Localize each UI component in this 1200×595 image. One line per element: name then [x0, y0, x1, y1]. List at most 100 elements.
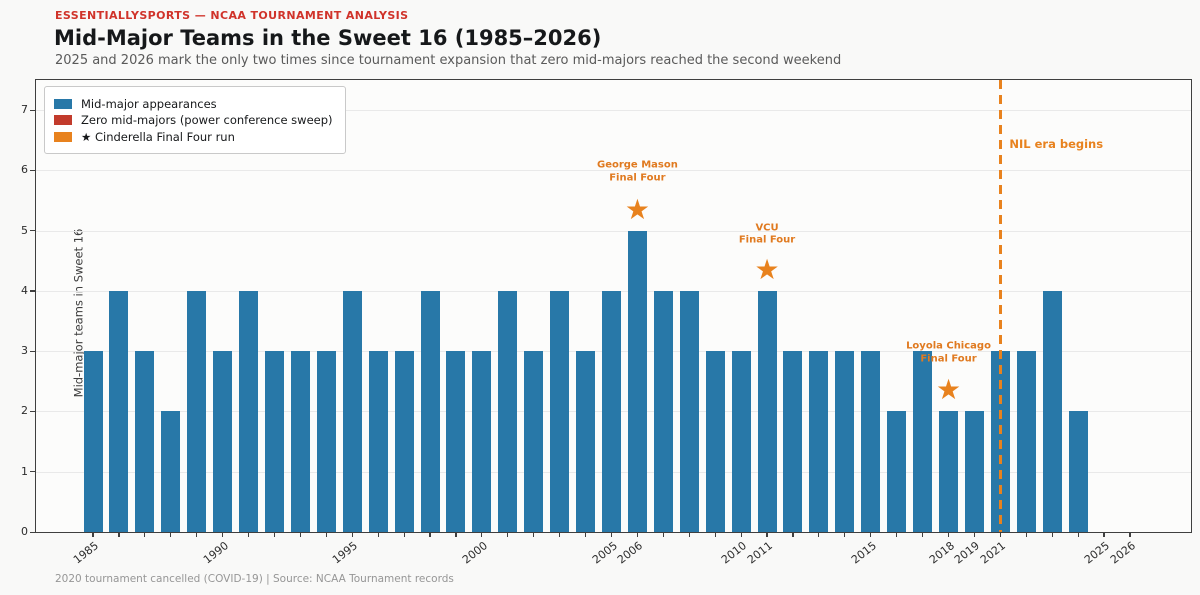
publisher-kicker: ESSENTIALLYSPORTS — NCAA TOURNAMENT ANAL…	[55, 9, 409, 22]
nil-era-label: NIL era begins	[1009, 137, 1104, 151]
bar-2000	[472, 351, 492, 532]
x-tick-mark	[740, 532, 742, 537]
x-tick-mark	[688, 532, 690, 537]
y-tick-label: 5	[21, 223, 28, 237]
annotation-line: Final Four	[609, 172, 666, 184]
x-tick-mark	[299, 532, 301, 537]
bar-2015	[861, 351, 881, 532]
bar-1993	[290, 351, 310, 532]
x-tick-mark	[844, 532, 846, 537]
x-tick-mark	[196, 532, 198, 537]
x-tick-mark	[947, 532, 950, 537]
bar-2023	[1042, 290, 1062, 532]
x-tick-mark	[247, 532, 250, 537]
nil-era-divider-line	[999, 80, 1002, 532]
x-tick-mark	[455, 532, 457, 537]
x-tick-mark	[170, 532, 172, 537]
y-tick-label: 1	[21, 464, 28, 478]
legend-row-0: Mid-major appearances	[54, 97, 333, 111]
legend-row-1: Zero mid-majors (power conference sweep)	[54, 113, 333, 127]
bar-1997	[394, 351, 414, 532]
chart-legend: Mid-major appearances Zero mid-majors (po…	[44, 86, 346, 154]
x-tick-mark	[1025, 532, 1027, 537]
y-gridline	[36, 110, 1191, 112]
bar-2018	[939, 411, 959, 532]
bar-2003	[550, 290, 570, 532]
legend-swatch-icon	[54, 115, 72, 125]
legend-label: ★ Cinderella Final Four run	[81, 129, 235, 144]
bar-2002	[524, 351, 544, 532]
legend-row-2: ★ Cinderella Final Four run	[54, 130, 333, 144]
annotation-line: Loyola Chicago	[906, 340, 991, 352]
x-tick-mark	[481, 532, 483, 537]
x-tick-mark	[662, 532, 664, 537]
bar-1987	[135, 351, 155, 532]
bar-1988	[161, 411, 181, 532]
bar-2024	[1068, 411, 1088, 532]
bar-2007	[653, 290, 673, 532]
y-tick-mark	[30, 109, 35, 111]
bar-1985	[83, 351, 103, 532]
y-gridline	[36, 170, 1191, 172]
bar-2001	[498, 290, 518, 532]
y-tick-mark	[30, 290, 35, 292]
chart-plot-area: Mid-major teams in Sweet 16 0 1 2 3 4 5 6 7 1985…	[21, 79, 1192, 566]
page-subtitle: 2025 and 2026 mark the only two times si…	[55, 53, 842, 68]
x-tick-mark	[559, 532, 561, 537]
x-tick-mark	[766, 532, 768, 537]
annotation-line: George Mason	[596, 159, 678, 171]
x-tick-mark	[584, 532, 587, 537]
x-tick-mark	[273, 532, 276, 537]
annotation-line: Final Four	[738, 234, 796, 246]
x-tick-mark	[1129, 532, 1131, 537]
x-tick-mark	[222, 532, 224, 537]
x-tick-label-2015: 2015	[848, 539, 879, 567]
y-tick-label: 2	[21, 404, 28, 418]
x-tick-mark	[973, 532, 976, 537]
bar-2009	[705, 351, 725, 532]
bar-1994	[316, 351, 336, 532]
x-tick-mark	[118, 532, 120, 537]
y-tick-label: 7	[21, 103, 28, 117]
bar-1995	[342, 290, 362, 532]
y-tick-mark	[30, 531, 35, 533]
annotation-line: Final Four	[920, 353, 977, 364]
x-tick-mark	[870, 532, 872, 537]
bar-2016	[887, 411, 907, 532]
bar-1991	[239, 290, 259, 532]
y-tick-label: 4	[21, 283, 28, 297]
y-tick-label: 0	[21, 525, 28, 538]
page-title: Mid-Major Teams in the Sweet 16 (1985–20…	[54, 26, 602, 50]
bar-2004	[576, 351, 596, 532]
x-tick-mark	[92, 532, 94, 537]
annotation-2018: Loyola Chicago Final Four	[874, 341, 1024, 366]
x-tick-mark	[403, 532, 405, 537]
x-tick-label-1985: 1985	[70, 539, 102, 567]
legend-swatch-icon	[54, 98, 72, 109]
cinderella-star-icon: ★	[935, 373, 962, 407]
x-tick-mark	[144, 532, 146, 537]
legend-swatch-icon	[54, 131, 72, 142]
bar-2005	[602, 290, 621, 532]
x-tick-mark	[636, 532, 638, 537]
bar-2014	[835, 351, 855, 532]
bar-1992	[264, 351, 284, 532]
x-tick-mark	[792, 532, 794, 537]
annotation-2011: VCU Final Four	[692, 222, 842, 247]
x-tick-mark	[1077, 532, 1079, 537]
y-tick-mark	[30, 169, 35, 172]
bar-2010	[731, 351, 751, 532]
legend-label: Zero mid-majors (power conference sweep)	[81, 113, 333, 127]
x-tick-mark	[818, 532, 820, 537]
bar-1999	[446, 351, 466, 532]
bar-2012	[783, 351, 803, 532]
x-tick-mark	[610, 532, 613, 537]
x-tick-mark	[1103, 532, 1105, 537]
bar-1990	[213, 351, 233, 532]
x-tick-mark	[325, 532, 327, 537]
x-tick-label-1990: 1990	[200, 539, 231, 567]
y-gridline	[36, 230, 1191, 232]
cinderella-star-icon: ★	[754, 252, 780, 286]
x-tick-label-1995: 1995	[330, 539, 361, 567]
